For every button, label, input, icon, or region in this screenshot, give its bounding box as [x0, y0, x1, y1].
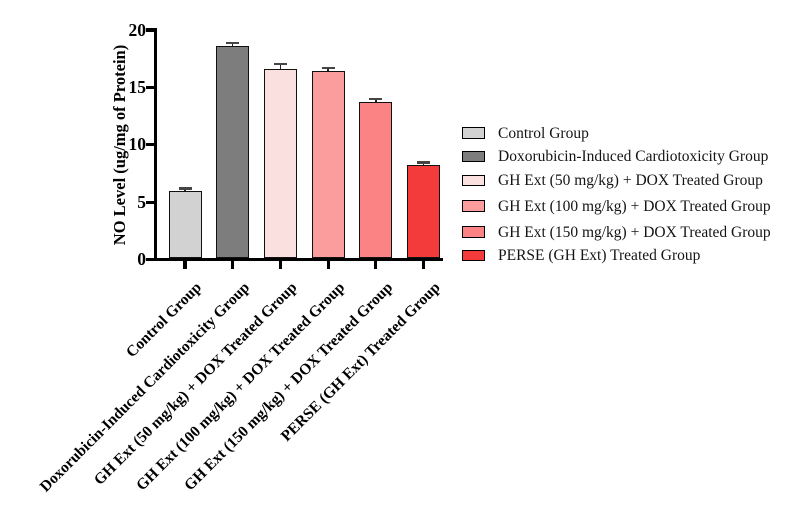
bar [216, 46, 250, 259]
y-tick-mark [146, 257, 154, 262]
legend-label: GH Ext (50 mg/kg) + DOX Treated Group [498, 171, 763, 189]
y-axis-line [154, 28, 158, 262]
legend-label: Control Group [498, 124, 589, 142]
x-axis-line [154, 257, 443, 262]
error-bar-cap [321, 66, 335, 70]
x-tick-mark [326, 261, 330, 269]
error-bar-cap [273, 62, 287, 66]
x-tick-mark [231, 261, 235, 269]
x-tick-mark [278, 261, 282, 269]
legend-label: GH Ext (150 mg/kg) + DOX Treated Group [498, 223, 771, 241]
bar [263, 69, 297, 259]
error-bar-cap [178, 187, 192, 190]
x-category-label: GH Ext (50 mg/kg) + DOX Treated Group [90, 279, 301, 489]
error-bar-cap [369, 97, 383, 101]
error-bar-cap [226, 41, 240, 45]
y-tick-label: 5 [137, 191, 146, 212]
y-tick-mark [146, 28, 154, 32]
legend-label: PERSE (GH Ext) Treated Group [498, 247, 701, 265]
x-tick-mark [421, 261, 426, 269]
legend-swatch [462, 200, 485, 212]
y-tick-label: 0 [137, 249, 146, 269]
legend-label: Doxorubicin-Induced Cardiotoxicity Group [498, 148, 769, 166]
y-tick-label: 20 [128, 19, 147, 40]
legend-swatch [462, 150, 485, 163]
bar [359, 102, 393, 259]
bar [311, 71, 345, 259]
error-bar-stem [279, 63, 282, 73]
x-tick-mark [374, 261, 378, 269]
y-tick-mark [146, 143, 154, 147]
x-tick-mark [183, 261, 187, 269]
y-tick-mark [146, 85, 154, 89]
legend-swatch [462, 174, 485, 187]
y-tick-label: 15 [128, 76, 147, 97]
error-bar-cap [417, 161, 430, 164]
y-tick-label: 10 [128, 134, 147, 155]
bar [407, 165, 440, 259]
legend-swatch [462, 249, 485, 262]
bar [168, 190, 202, 259]
y-tick-mark [146, 200, 154, 204]
legend-swatch [462, 127, 485, 139]
legend-label: GH Ext (100 mg/kg) + DOX Treated Group [498, 197, 771, 215]
legend-swatch [462, 226, 485, 238]
